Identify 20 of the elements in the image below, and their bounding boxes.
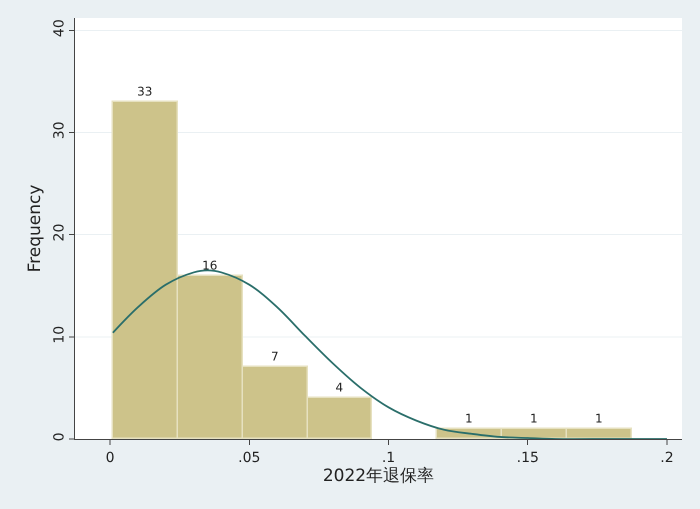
x-tick-label: 0 xyxy=(106,450,115,466)
x-tick-label: .05 xyxy=(238,450,260,466)
y-tick-label: 40 xyxy=(51,19,68,38)
data-label: 7 xyxy=(270,349,279,364)
x-tick-label: .15 xyxy=(516,450,539,466)
y-tick-label: 20 xyxy=(51,224,68,242)
x-tick-label: .2 xyxy=(660,450,674,466)
x-tick-label: .1 xyxy=(382,450,396,466)
data-label: 16 xyxy=(202,258,218,272)
x-axis-title: 2022年退保率 xyxy=(322,466,434,486)
data-label: 4 xyxy=(335,380,344,394)
y-tick-label: 30 xyxy=(51,121,68,140)
y-axis-title: Frequency xyxy=(24,184,45,272)
data-label: 1 xyxy=(530,411,538,426)
y-tick-label: 10 xyxy=(51,326,68,344)
data-label: 1 xyxy=(464,411,473,426)
data-label: 1 xyxy=(594,411,603,426)
line-series xyxy=(112,270,668,439)
data-label: 33 xyxy=(137,84,152,98)
y-tick-label: 0 xyxy=(51,432,68,442)
